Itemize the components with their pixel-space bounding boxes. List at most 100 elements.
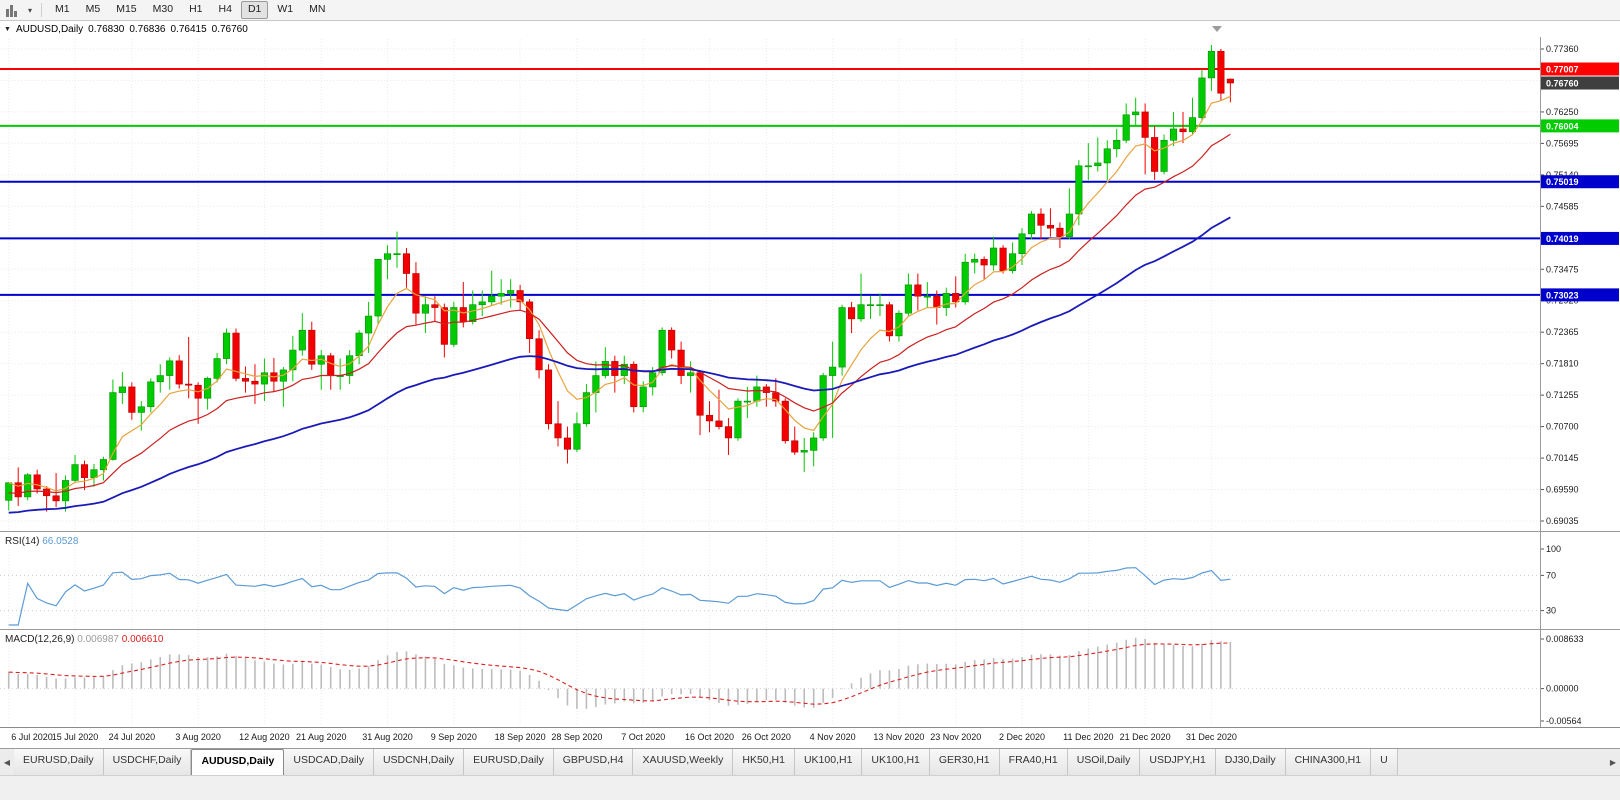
date-axis: 6 Jul 2020 15 Jul 2020 24 Jul 2020 3 Aug 20… [0, 727, 1620, 748]
date-label: 21 Aug 2020 [295, 732, 347, 742]
svg-text:0.76760: 0.76760 [1546, 79, 1579, 89]
tab-usoil-daily[interactable]: USOil,Daily [1067, 749, 1141, 775]
tab-items: EURUSD,Daily USDCHF,Daily AUDUSD,Daily USDC… [14, 749, 1606, 775]
date-label: 7 Oct 2020 [621, 732, 666, 742]
rsi-label: RSI(14) 66.0528 [5, 536, 79, 547]
rsi-pane: RSI(14) 66.0528 100 70 30 [0, 536, 1561, 626]
price-axis-label: 0.71255 [1546, 390, 1579, 400]
support-line-green-price-tag [1541, 119, 1619, 133]
high-value: 0.76836 [129, 23, 166, 35]
timeframe-button-m15[interactable]: M15 [116, 3, 137, 15]
ma-fast [8, 95, 1231, 492]
timeframe-button-group: M1 M5 M15 M30 H1 H4 D1 W1 MN [48, 1, 332, 19]
candlestick-series [5, 45, 1234, 512]
rsi-line [8, 567, 1231, 626]
chart-canvas[interactable]: RSI(14) 66.0528 100 70 30 MACD(12,26,9) 0.00… [0, 37, 1620, 727]
macd-signal-line [8, 642, 1231, 705]
support-line-blue-2-price-tag [1541, 231, 1619, 245]
price-axis-label: 0.69035 [1546, 516, 1579, 526]
candlestick-chart-icon[interactable] [4, 2, 24, 18]
macd-scale-label: 0.008633 [1546, 634, 1584, 644]
date-label: 31 Aug 2020 [362, 732, 413, 742]
tab-ger30-h1[interactable]: GER30,H1 [929, 749, 1000, 775]
tab-fra40-h1[interactable]: FRA40,H1 [999, 749, 1068, 775]
date-label: 26 Oct 2020 [741, 732, 791, 742]
price-axis-label: 0.72365 [1546, 327, 1579, 337]
price-axis-label: 0.73475 [1546, 264, 1579, 274]
price-axis-label: 0.77360 [1546, 44, 1579, 54]
tab-china300-h1[interactable]: CHINA300,H1 [1285, 749, 1372, 775]
tab-u[interactable]: U [1371, 749, 1398, 775]
scroll-left-icon[interactable]: ◀ [3, 757, 11, 767]
macd-scale-label: -0.00564 [1546, 716, 1582, 726]
date-label: 21 Dec 2020 [1119, 732, 1171, 742]
tab-usdcnh-daily[interactable]: USDCNH,Daily [373, 749, 465, 775]
price-axis-label: 0.70145 [1546, 453, 1579, 463]
price-axis-label: 0.70700 [1546, 422, 1579, 432]
date-label: 31 Dec 2020 [1185, 732, 1237, 742]
date-label: 23 Nov 2020 [930, 732, 982, 742]
timeframe-button-m30[interactable]: M30 [152, 3, 174, 15]
tab-usdcad-daily[interactable]: USDCAD,Daily [284, 749, 374, 775]
open-value: 0.76830 [88, 23, 125, 35]
grid [0, 39, 1540, 725]
macd-pane: MACD(12,26,9) 0.006987 0.006610 0.008633 0… [0, 634, 1584, 726]
timeframe-button-m1[interactable]: M1 [55, 3, 70, 15]
date-label: 18 Sep 2020 [494, 732, 546, 742]
date-label: 24 Jul 2020 [108, 732, 156, 742]
tab-uk100-h1[interactable]: UK100,H1 [794, 749, 863, 775]
tab-hk50-h1[interactable]: HK50,H1 [733, 749, 795, 775]
price-axis-label: 0.74585 [1546, 201, 1579, 211]
low-value: 0.76415 [170, 23, 207, 35]
chart-type-caret-icon[interactable]: ▾ [28, 5, 33, 15]
ma-medium [8, 133, 1231, 494]
timeframe-button-m5[interactable]: M5 [85, 3, 101, 15]
price-axis-label: 0.69590 [1546, 485, 1579, 495]
rsi-scale-label: 70 [1546, 570, 1556, 580]
tab-usdjpy-h1[interactable]: USDJPY,H1 [1140, 749, 1216, 775]
chart-shift-marker-icon[interactable] [1212, 26, 1222, 32]
resistance-line-price-tag [1541, 62, 1619, 76]
price-axis-label: 0.71810 [1546, 359, 1579, 369]
tab-dj30-daily[interactable]: DJ30,Daily [1215, 749, 1286, 775]
tab-eurusd-daily[interactable]: EURUSD,Daily [464, 749, 554, 775]
moving-average-lines [8, 95, 1231, 514]
tab-gbpusd-h4[interactable]: GBPUSD,H4 [553, 749, 634, 775]
horizontal-line-objects[interactable] [0, 68, 1540, 296]
rsi-scale-label: 30 [1546, 606, 1556, 616]
tab-xauusd-weekly[interactable]: XAUUSD,Weekly [633, 749, 734, 775]
price-axis-label: 0.76250 [1546, 107, 1579, 117]
svg-text:0.76004: 0.76004 [1546, 121, 1579, 131]
date-label: 9 Sep 2020 [430, 732, 477, 742]
scroll-right-icon[interactable]: ▶ [1609, 757, 1617, 767]
tab-eurusd-daily[interactable]: EURUSD,Daily [14, 749, 104, 775]
tab-uk100-h1[interactable]: UK100,H1 [862, 749, 930, 775]
timeframe-button-h4[interactable]: H4 [218, 3, 232, 15]
tab-audusd-daily[interactable]: AUDUSD,Daily [191, 749, 285, 775]
chart-header: ▼ AUDUSD,Daily 0.76830 0.76836 0.76415 0… [0, 21, 1620, 37]
macd-label: MACD(12,26,9) 0.006987 0.006610 [5, 634, 164, 645]
date-label: 11 Dec 2020 [1063, 732, 1114, 742]
timeframe-button-d1[interactable]: D1 [240, 1, 269, 19]
date-label: 6 Jul 2020 [11, 732, 53, 742]
symbol-tab-bar: ◀ EURUSD,Daily USDCHF,Daily AUDUSD,Daily US… [0, 748, 1620, 775]
price-axis: 0.77360 0.76250 0.75695 0.75140 0.74585 0.734… [1540, 44, 1619, 526]
timeframe-button-w1[interactable]: W1 [277, 3, 294, 15]
symbol-label: AUDUSD,Daily [15, 23, 84, 35]
current-price-tag [1541, 76, 1619, 90]
timeframe-button-h1[interactable]: H1 [189, 3, 203, 15]
date-label: 4 Nov 2020 [809, 732, 856, 742]
date-label: 16 Oct 2020 [684, 732, 735, 742]
svg-text:0.75019: 0.75019 [1546, 177, 1579, 187]
timeframe-button-mn[interactable]: MN [309, 3, 326, 15]
toolbar-divider [41, 3, 43, 17]
price-axis-label: 0.75140 [1546, 170, 1579, 180]
date-label: 28 Sep 2020 [551, 732, 603, 742]
collapse-icon[interactable]: ▼ [4, 25, 11, 33]
svg-text:0.73023: 0.73023 [1546, 290, 1579, 300]
toolbar: ▾ M1 M5 M15 M30 H1 H4 D1 W1 MN [0, 0, 1620, 21]
tab-usdchf-daily[interactable]: USDCHF,Daily [103, 749, 192, 775]
support-line-blue-1-price-tag [1541, 175, 1619, 189]
rsi-scale-label: 100 [1546, 544, 1561, 554]
